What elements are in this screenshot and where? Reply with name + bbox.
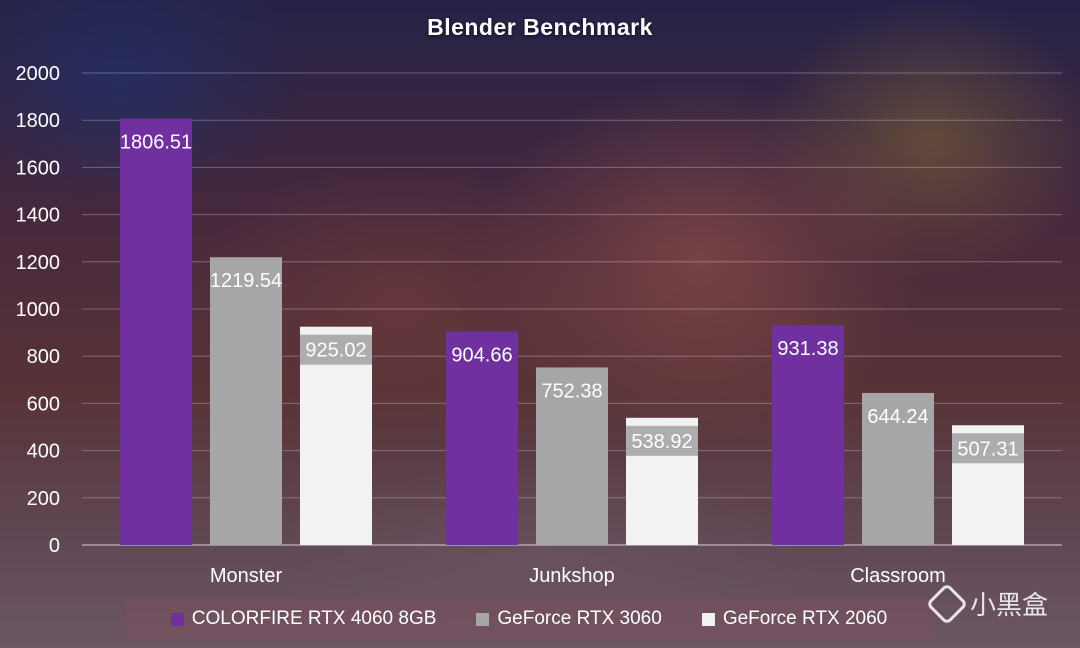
x-tick-label-monster: Monster — [210, 565, 283, 587]
data-labels: 1806.51 904.66 931.38 1219.54 752.38 644.24 92… — [120, 132, 1024, 464]
data-label: 925.02 — [305, 340, 366, 362]
y-tick-label: 1400 — [16, 205, 61, 227]
bar-classroom-series0 — [772, 325, 844, 545]
data-label: 644.24 — [867, 406, 928, 428]
y-tick-label: 400 — [27, 441, 60, 463]
bar-monster-series1 — [210, 257, 282, 545]
legend-swatch-rtx4060 — [170, 612, 184, 626]
y-tick-label: 200 — [27, 488, 60, 510]
bar-junkshop-series1 — [536, 367, 608, 545]
y-axis-ticks: 0 200 400 600 800 1000 1200 1400 1600 1800 2000 — [16, 63, 61, 557]
heybox-logo-icon — [925, 582, 969, 625]
data-label: 904.66 — [451, 345, 512, 367]
data-label: 1806.51 — [120, 132, 192, 154]
bars — [120, 118, 1024, 546]
legend-swatch-rtx3060 — [476, 612, 490, 626]
y-tick-label: 600 — [27, 393, 60, 415]
data-label-background — [952, 433, 1024, 464]
legend-label-rtx2060: GeForce RTX 2060 — [722, 608, 888, 629]
y-tick-label: 2000 — [16, 63, 61, 85]
y-tick-label: 1000 — [16, 299, 61, 321]
x-tick-label-classroom: Classroom — [850, 565, 946, 587]
watermark: 小黑盒 — [925, 582, 1048, 625]
data-label: 752.38 — [541, 380, 602, 402]
data-label: 507.31 — [957, 438, 1018, 460]
data-label: 1219.54 — [210, 270, 282, 292]
legend-label-rtx3060: GeForce RTX 3060 — [497, 608, 662, 629]
legend-item-rtx3060: GeForce RTX 3060 — [476, 608, 662, 630]
data-label-background — [626, 425, 698, 456]
y-tick-label: 1200 — [16, 252, 61, 274]
bar-classroom-series1 — [862, 392, 934, 545]
bar-junkshop-series0 — [446, 331, 518, 545]
x-tick-label-junkshop: Junkshop — [529, 565, 615, 587]
legend: COLORFIRE RTX 4060 8GB GeForce RTX 3060 … — [125, 600, 933, 638]
legend-item-rtx2060: GeForce RTX 2060 — [701, 608, 888, 630]
y-tick-label: 1600 — [16, 157, 61, 179]
legend-label-rtx4060: COLORFIRE RTX 4060 8GB — [191, 608, 437, 629]
chart-title: Blender Benchmark — [427, 14, 653, 40]
y-tick-label: 0 — [49, 535, 60, 557]
y-tick-label: 1800 — [16, 110, 61, 132]
data-label: 538.92 — [631, 431, 692, 453]
legend-swatch-rtx2060 — [701, 612, 715, 626]
x-axis-ticks: Monster Junkshop Classroom — [210, 565, 946, 587]
watermark-text: 小黑盒 — [969, 590, 1048, 620]
data-label: 931.38 — [777, 338, 838, 360]
bar-monster-series0 — [120, 118, 192, 546]
y-tick-label: 800 — [27, 346, 60, 368]
legend-item-rtx4060: COLORFIRE RTX 4060 8GB — [170, 608, 437, 630]
data-label-background — [300, 334, 372, 365]
